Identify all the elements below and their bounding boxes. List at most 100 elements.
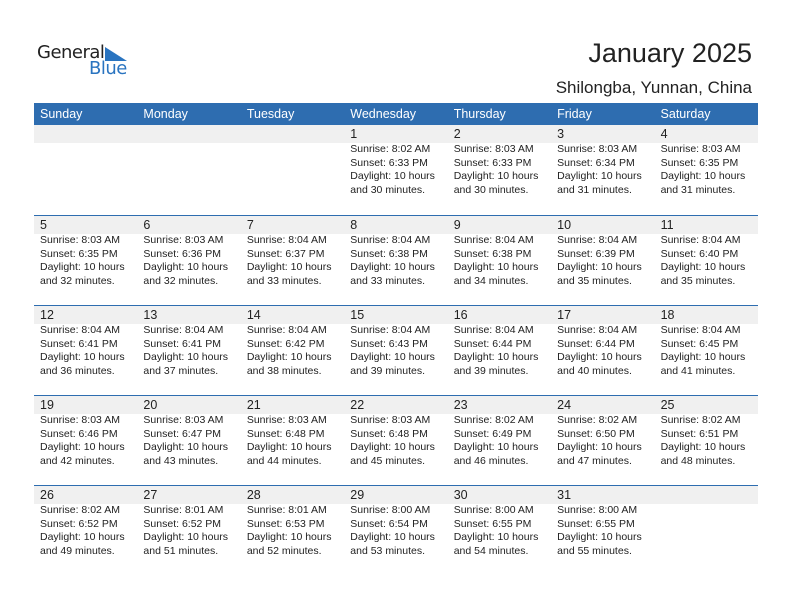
- day-number: 3: [557, 127, 565, 141]
- sunrise-text: Sunrise: 8:04 AM: [557, 324, 638, 336]
- weekday-saturday: Saturday: [660, 107, 711, 121]
- day-number: 13: [143, 308, 158, 322]
- daylight-minutes-text: and 34 minutes.: [453, 274, 529, 287]
- day-info: Sunrise: 8:04 AM Sunset: 6:43 PM Daylight:…: [350, 324, 447, 378]
- day-cell: 6 Sunrise: 8:03 AM Sunset: 6:36 PM Daylight…: [137, 216, 240, 306]
- day-number: 27: [143, 488, 158, 502]
- daylight-text: Daylight: 10 hours: [350, 531, 435, 543]
- day-info: Sunrise: 8:00 AM Sunset: 6:55 PM Daylight:…: [454, 504, 551, 558]
- sunrise-text: Sunrise: 8:03 AM: [143, 414, 224, 426]
- day-info: Sunrise: 8:03 AM Sunset: 6:33 PM Daylight:…: [454, 143, 551, 197]
- day-info: Sunrise: 8:02 AM Sunset: 6:52 PM Daylight:…: [40, 504, 137, 558]
- daylight-minutes-text: and 55 minutes.: [557, 544, 632, 557]
- day-cell: 31 Sunrise: 8:00 AM Sunset: 6:55 PM Dayligh…: [551, 486, 654, 576]
- day-number: 21: [246, 398, 261, 412]
- sunrise-text: Sunrise: 8:04 AM: [246, 324, 327, 336]
- day-number: 23: [453, 398, 468, 412]
- day-info: Sunrise: 8:03 AM Sunset: 6:47 PM Daylight:…: [143, 414, 240, 468]
- day-info: Sunrise: 8:03 AM Sunset: 6:46 PM Daylight:…: [40, 414, 137, 468]
- day-cell: 27 Sunrise: 8:01 AM Sunset: 6:52 PM Dayligh…: [137, 486, 240, 576]
- day-cell: 23 Sunrise: 8:02 AM Sunset: 6:49 PM Dayligh…: [448, 396, 551, 486]
- day-cell: 21 Sunrise: 8:03 AM Sunset: 6:48 PM Dayligh…: [241, 396, 344, 486]
- day-number: 6: [143, 218, 151, 232]
- calendar-grid: 1 Sunrise: 8:02 AM Sunset: 6:33 PM Daylight…: [34, 125, 758, 575]
- sunset-text: Sunset: 6:33 PM: [453, 156, 532, 169]
- day-number: 25: [660, 398, 675, 412]
- sunrise-text: Sunrise: 8:02 AM: [453, 414, 534, 426]
- day-cell: 12 Sunrise: 8:04 AM Sunset: 6:41 PM Dayligh…: [34, 306, 137, 396]
- daylight-text: Daylight: 10 hours: [246, 441, 332, 453]
- day-cell: 3 Sunrise: 8:03 AM Sunset: 6:34 PM Daylight…: [551, 125, 654, 215]
- day-info: Sunrise: 8:04 AM Sunset: 6:44 PM Daylight:…: [557, 324, 654, 378]
- daylight-minutes-text: and 32 minutes.: [40, 274, 115, 287]
- sunrise-text: Sunrise: 8:04 AM: [557, 234, 638, 246]
- daylight-text: Daylight: 10 hours: [246, 261, 332, 273]
- logo-general: General: [37, 42, 105, 63]
- day-cell: 24 Sunrise: 8:02 AM Sunset: 6:50 PM Dayligh…: [551, 396, 654, 486]
- daylight-text: Daylight: 10 hours: [143, 531, 229, 543]
- day-info: Sunrise: 8:03 AM Sunset: 6:35 PM Daylight:…: [661, 143, 758, 197]
- sunrise-text: Sunrise: 8:01 AM: [143, 504, 224, 516]
- sunrise-text: Sunrise: 8:03 AM: [40, 234, 120, 246]
- daylight-minutes-text: and 39 minutes.: [350, 364, 425, 377]
- day-number-band: [34, 396, 758, 414]
- weekday-monday: Monday: [143, 107, 188, 121]
- sunrise-text: Sunrise: 8:02 AM: [660, 414, 741, 426]
- day-number: 7: [246, 218, 254, 232]
- sunset-text: Sunset: 6:45 PM: [660, 337, 739, 350]
- sunrise-text: Sunrise: 8:04 AM: [350, 234, 431, 246]
- sunrise-text: Sunrise: 8:04 AM: [246, 234, 327, 246]
- day-info: Sunrise: 8:03 AM Sunset: 6:34 PM Daylight:…: [557, 143, 654, 197]
- logo-triangle-icon: [105, 47, 127, 61]
- sunset-text: Sunset: 6:54 PM: [350, 517, 428, 530]
- daylight-text: Daylight: 10 hours: [246, 531, 332, 543]
- day-info: Sunrise: 8:04 AM Sunset: 6:45 PM Daylight:…: [661, 324, 758, 378]
- daylight-minutes-text: and 41 minutes.: [660, 364, 736, 377]
- sunset-text: Sunset: 6:49 PM: [453, 427, 532, 440]
- daylight-text: Daylight: 10 hours: [557, 351, 642, 363]
- sunset-text: Sunset: 6:36 PM: [143, 247, 222, 260]
- sunrise-text: Sunrise: 8:00 AM: [453, 504, 534, 516]
- weekday-header: Sunday Monday Tuesday Wednesday Thursday…: [34, 103, 758, 125]
- day-cell: 25 Sunrise: 8:02 AM Sunset: 6:51 PM Dayligh…: [655, 396, 758, 486]
- sunset-text: Sunset: 6:41 PM: [40, 337, 118, 350]
- day-info: Sunrise: 8:03 AM Sunset: 6:35 PM Daylight:…: [40, 234, 137, 288]
- weekday-thursday: Thursday: [453, 107, 506, 121]
- daylight-text: Daylight: 10 hours: [453, 170, 539, 182]
- sunrise-text: Sunrise: 8:00 AM: [557, 504, 638, 516]
- daylight-minutes-text: and 35 minutes.: [660, 274, 736, 287]
- daylight-minutes-text: and 31 minutes.: [557, 183, 632, 196]
- day-number: 14: [246, 308, 261, 322]
- daylight-text: Daylight: 10 hours: [453, 351, 539, 363]
- sunset-text: Sunset: 6:55 PM: [453, 517, 532, 530]
- daylight-text: Daylight: 10 hours: [557, 170, 642, 182]
- logo-blue: Blue: [89, 58, 127, 79]
- day-info: Sunrise: 8:04 AM Sunset: 6:38 PM Daylight:…: [350, 234, 447, 288]
- day-cell: 10 Sunrise: 8:04 AM Sunset: 6:39 PM Dayligh…: [551, 216, 654, 306]
- day-info: Sunrise: 8:04 AM Sunset: 6:38 PM Daylight:…: [454, 234, 551, 288]
- day-number: 5: [40, 218, 47, 232]
- day-info: Sunrise: 8:01 AM Sunset: 6:52 PM Daylight:…: [143, 504, 240, 558]
- daylight-text: Daylight: 10 hours: [453, 531, 539, 543]
- sunset-text: Sunset: 6:47 PM: [143, 427, 222, 440]
- day-number: 16: [453, 308, 468, 322]
- daylight-minutes-text: and 54 minutes.: [453, 544, 529, 557]
- sunrise-text: Sunrise: 8:02 AM: [350, 143, 431, 155]
- day-cell: 14 Sunrise: 8:04 AM Sunset: 6:42 PM Dayligh…: [241, 306, 344, 396]
- sunset-text: Sunset: 6:55 PM: [557, 517, 635, 530]
- daylight-text: Daylight: 10 hours: [246, 351, 332, 363]
- sunset-text: Sunset: 6:48 PM: [246, 427, 325, 440]
- sunrise-text: Sunrise: 8:01 AM: [246, 504, 327, 516]
- daylight-text: Daylight: 10 hours: [350, 441, 435, 453]
- daylight-text: Daylight: 10 hours: [40, 441, 125, 453]
- daylight-text: Daylight: 10 hours: [350, 170, 435, 182]
- daylight-minutes-text: and 43 minutes.: [143, 454, 219, 467]
- week-row: 26 Sunrise: 8:02 AM Sunset: 6:52 PM Dayligh…: [34, 485, 758, 575]
- day-cell: 7 Sunrise: 8:04 AM Sunset: 6:37 PM Daylight…: [241, 216, 344, 306]
- day-info: Sunrise: 8:02 AM Sunset: 6:49 PM Daylight:…: [454, 414, 551, 468]
- day-number: 26: [40, 488, 54, 502]
- daylight-minutes-text: and 33 minutes.: [350, 274, 425, 287]
- daylight-text: Daylight: 10 hours: [557, 261, 642, 273]
- sunrise-text: Sunrise: 8:04 AM: [453, 324, 534, 336]
- day-cell: 30 Sunrise: 8:00 AM Sunset: 6:55 PM Dayligh…: [448, 486, 551, 576]
